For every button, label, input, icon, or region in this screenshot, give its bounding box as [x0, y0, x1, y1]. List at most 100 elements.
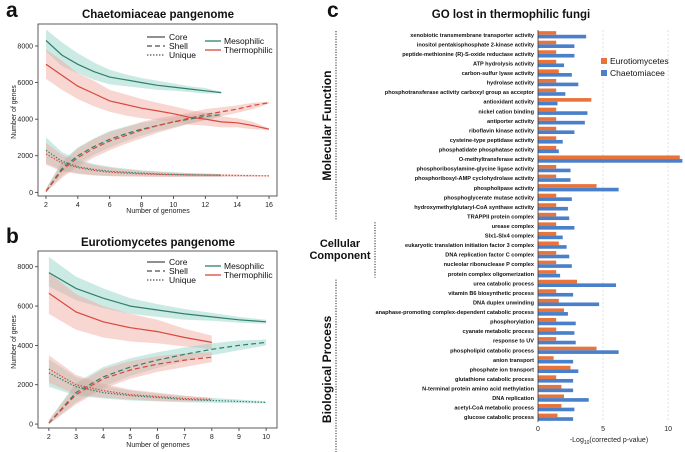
- bar-chaetomiacee: [538, 178, 571, 182]
- go-term-label: anion transport: [493, 358, 534, 364]
- panel-letter-c: c: [327, 0, 339, 22]
- go-term-label: peptide-methionine (R)-S-oxide reductase…: [402, 52, 535, 58]
- bar-chaetomiacee: [538, 34, 587, 39]
- bar-chaetomiacee: [538, 168, 571, 173]
- bar-chaetomiacee: [538, 292, 574, 297]
- chart-b-xlabel: Number of genomes: [126, 442, 190, 449]
- bar-chaetomiacee: [538, 398, 589, 402]
- band-mesophilic-core: [46, 29, 222, 94]
- bar-chaetomiacee: [538, 340, 576, 345]
- series-line-mesophilic-shell: [45, 114, 222, 192]
- go-term-label: TRAPPII protein complex: [467, 214, 535, 220]
- x-tick-label: 4: [76, 202, 80, 209]
- chart-a-title: Chaetomiaceae pangenome: [82, 9, 234, 21]
- go-term-label: glutathione catabolic process: [455, 377, 534, 383]
- go-term-label: urea catabolic process: [473, 281, 534, 287]
- bar-chaetomiacee: [538, 245, 567, 249]
- bar-eurotiomycetes: [538, 98, 592, 102]
- y-tick-label: 8000: [17, 43, 33, 50]
- x-tick-label: 4: [101, 434, 105, 441]
- bar-chaetomiacee: [538, 120, 585, 125]
- band-thermophilic-unique: [46, 142, 269, 177]
- legend-chaetomiacee-swatch: [601, 70, 607, 76]
- bar-eurotiomycetes: [538, 165, 557, 169]
- bar-eurotiomycetes: [538, 145, 557, 150]
- bar-eurotiomycetes: [538, 184, 597, 188]
- bar-chaetomiacee: [538, 378, 574, 383]
- go-term-label: phosphoribosyl-AMP cyclohydrolase activi…: [415, 176, 535, 182]
- chart-c-xlabel: -Log10(corrected p-value): [570, 437, 648, 446]
- series-line-thermophilic-core: [48, 292, 212, 343]
- bar-chaetomiacee: [538, 388, 574, 393]
- bar-chaetomiacee: [538, 264, 572, 268]
- bar-eurotiomycetes: [538, 59, 557, 64]
- chart-c-title: GO lost in thermophilic fungi: [432, 9, 590, 21]
- y-tick-label: 0: [29, 190, 33, 197]
- legend-thermophilic-label: Thermophilic: [224, 45, 273, 55]
- y-tick-label: 4000: [17, 117, 33, 124]
- bar-chaetomiacee: [538, 111, 588, 115]
- bar-chaetomiacee: [538, 254, 570, 259]
- go-term-label: DNA replication: [492, 396, 534, 402]
- bar-chaetomiacee: [538, 216, 570, 221]
- go-term-label: antiporter activity: [487, 119, 535, 125]
- series-line-thermophilic-shell: [48, 356, 212, 424]
- legend-mesophilic-label: Mesophilic: [224, 261, 265, 271]
- bar-eurotiomycetes: [538, 270, 557, 274]
- chart-a-ylabel: Number of genes: [11, 85, 18, 139]
- series-line-thermophilic-shell: [45, 102, 270, 192]
- go-term-label: hydrolase activity: [487, 81, 535, 87]
- series-line-thermophilic-unique: [45, 153, 270, 177]
- bar-eurotiomycetes: [538, 40, 557, 45]
- bar-eurotiomycetes: [538, 78, 557, 83]
- x-tick-label: 8: [140, 202, 144, 209]
- bar-eurotiomycetes: [538, 279, 578, 284]
- bar-eurotiomycetes: [538, 241, 559, 246]
- go-term-label: eukaryotic translation initiation factor…: [405, 243, 535, 249]
- go-term-label: carbon-sulfur lyase activity: [462, 71, 535, 77]
- go-term-label: inositol pentakisphosphate 2-kinase acti…: [417, 42, 535, 48]
- go-term-label: acetyl-CoA metabolic process: [454, 406, 534, 412]
- bar-chaetomiacee: [538, 369, 579, 374]
- bar-chaetomiacee: [538, 73, 572, 77]
- group-label: Biological Process: [320, 315, 334, 423]
- go-term-label: N-terminal protein amino acid methylatio…: [422, 387, 534, 393]
- bar-chaetomiacee: [538, 53, 575, 58]
- x-tick-label: 3: [74, 434, 78, 441]
- bar-eurotiomycetes: [538, 394, 565, 399]
- bar-eurotiomycetes: [538, 251, 557, 255]
- go-term-label: phosphotransferase activity carboxyl gro…: [385, 90, 535, 96]
- band-thermophilic-core: [48, 272, 212, 350]
- band-thermophilic-shell: [46, 101, 269, 193]
- bar-eurotiomycetes: [538, 260, 557, 265]
- chart-b-plot: 2 3 4 5 6 7 8 9 10 0 2000 4000 6000 8000 CoreShellUniq…: [17, 250, 278, 441]
- group-label: Component: [309, 250, 370, 262]
- x-tick-label: 8: [210, 434, 214, 441]
- band-thermophilic-unique: [48, 355, 212, 402]
- go-term-label: nucleolar ribonuclease P complex: [444, 262, 535, 268]
- panel-letter-a: a: [6, 0, 18, 22]
- band-mesophilic-unique: [46, 137, 222, 177]
- legend-chaetomiacee-label: Chaetomiacee: [610, 68, 665, 78]
- series-line-mesophilic-core: [45, 40, 222, 94]
- go-term-label: ATP hydrolysis activity: [473, 61, 535, 67]
- go-term-label: antioxidant activity: [483, 100, 535, 106]
- group-label: Cellular: [320, 238, 361, 250]
- bar-eurotiomycetes: [538, 308, 565, 313]
- bar-chaetomiacee: [538, 139, 563, 144]
- go-term-label: vitamin B6 biosynthetic process: [448, 291, 534, 297]
- bar-chaetomiacee: [538, 273, 561, 278]
- go-term-label: DNA duplex unwinding: [473, 300, 535, 306]
- bar-eurotiomycetes: [538, 222, 557, 226]
- x-tick-label: 10: [170, 202, 178, 209]
- bar-eurotiomycetes: [538, 126, 557, 131]
- go-term-label: phosphatidate phosphatase activity: [439, 148, 535, 154]
- go-term-label: O-methyltransferase activity: [459, 157, 535, 163]
- bar-chaetomiacee: [538, 312, 568, 316]
- bar-chaetomiacee: [538, 417, 574, 421]
- x-tick-label: 5: [601, 426, 605, 433]
- legend-unique-label: Unique: [169, 275, 196, 285]
- band-mesophilic-shell: [46, 112, 222, 193]
- chart-b-ylabel: Number of genes: [11, 315, 18, 369]
- x-tick-label: 10: [664, 426, 672, 433]
